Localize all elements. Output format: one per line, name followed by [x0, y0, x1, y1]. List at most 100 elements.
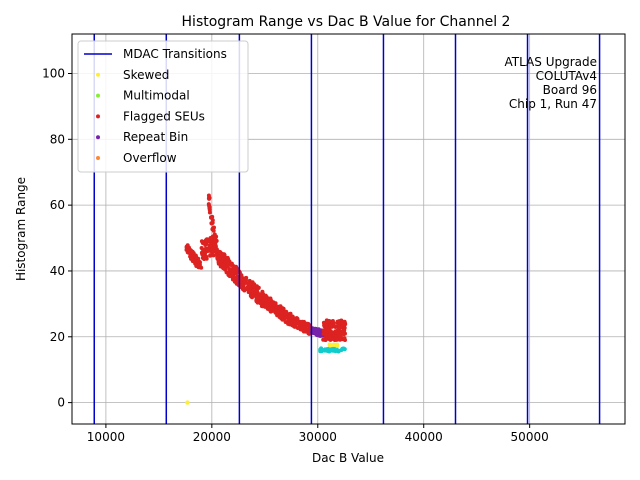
scatter-point: [336, 322, 341, 327]
scatter-point: [277, 315, 282, 319]
legend-entry-label: Repeat Bin: [123, 130, 188, 144]
scatter-point: [252, 284, 256, 289]
scatter-point: [254, 295, 259, 300]
scatter-point: [229, 263, 234, 267]
annotation-line: ATLAS Upgrade: [504, 55, 597, 69]
plot-frame: [71, 33, 626, 425]
scatter-point: [267, 302, 272, 307]
scatter-point: [225, 260, 230, 265]
scatter-point: [290, 314, 295, 319]
scatter-point: [263, 293, 268, 298]
scatter-point: [208, 244, 213, 249]
x-tick-label: 20000: [193, 430, 231, 444]
y-tick-label: 0: [57, 396, 65, 410]
legend-entry-label: Overflow: [123, 151, 177, 165]
scatter-point: [203, 242, 208, 246]
scatter-point: [267, 297, 272, 301]
scatter-point: [212, 239, 217, 244]
y-tick-label: 80: [50, 132, 65, 146]
scatter-point: [329, 330, 334, 335]
scatter-point: [323, 338, 328, 342]
scatter-point: [334, 337, 339, 342]
scatter-point: [242, 278, 247, 283]
scatter-point: [298, 327, 303, 332]
scatter-point: [323, 332, 328, 336]
scatter-point: [273, 307, 278, 312]
scatter-point: [332, 342, 336, 347]
x-axis-ticks: 10000 20000 30000 40000 50000: [87, 424, 549, 444]
scatter-point: [225, 255, 230, 260]
scatter-point: [303, 327, 308, 331]
legend-marker-swatch: [96, 72, 100, 77]
scatter-point: [184, 247, 189, 252]
x-tick-label: 50000: [511, 430, 549, 444]
scatter-point: [264, 304, 269, 309]
scatter-point: [323, 347, 328, 352]
scatter-point: [206, 193, 211, 198]
scatter-point: [185, 243, 190, 248]
scatter-point: [284, 309, 289, 314]
scatter-point: [318, 349, 323, 354]
scatter-point: [326, 328, 331, 333]
scatter-point: [199, 265, 204, 270]
scatter-point: [212, 235, 217, 240]
scatter-point: [211, 228, 216, 233]
scatter-point: [267, 307, 272, 311]
scatter-point: [317, 328, 321, 333]
scatter-point: [342, 328, 347, 333]
scatter-point: [189, 256, 193, 261]
scatter-point: [194, 263, 199, 267]
scatter-point: [248, 281, 253, 286]
scatter-point: [203, 253, 207, 258]
scatter-point: [333, 324, 338, 329]
x-tick-label: 30000: [299, 430, 337, 444]
scatter-point: [313, 327, 318, 331]
scatter-point: [342, 336, 347, 341]
scatter-point: [336, 332, 341, 337]
scatter-point: [292, 320, 297, 325]
scatter-point: [199, 239, 204, 244]
scatter-point: [304, 321, 309, 326]
scatter-point: [329, 335, 334, 340]
scatter-point: [230, 273, 235, 278]
scatter-point: [207, 210, 212, 215]
annotation-line: Board 96: [543, 83, 597, 97]
scatter-point: [222, 266, 227, 271]
legend-marker-swatch: [96, 93, 100, 98]
chart-title: Histogram Range vs Dac B Value for Chann…: [182, 14, 511, 30]
scatter-point: [194, 254, 199, 259]
scatter-point: [189, 250, 194, 255]
scatter-point: [341, 346, 346, 351]
scatter-point: [335, 342, 340, 347]
annotation-line: Chip 1, Run 47: [509, 97, 597, 111]
scatter-point: [225, 263, 229, 268]
y-tick-label: 60: [50, 198, 65, 212]
scatter-point: [226, 273, 231, 278]
scatter-point: [258, 296, 263, 301]
scatter-point: [327, 343, 332, 348]
scatter-point: [209, 215, 213, 220]
scatter-point: [194, 259, 199, 264]
scatter-point: [331, 320, 335, 325]
legend: MDAC Transitions Skewed Multimodal Flagged …: [77, 40, 249, 173]
scatter-point: [185, 400, 190, 405]
x-tick-label: 10000: [87, 430, 125, 444]
y-tick-label: 40: [50, 264, 65, 278]
scatter-point: [337, 319, 342, 324]
scatter-point: [199, 246, 204, 250]
scatter-point: [293, 323, 298, 328]
scatter-point: [295, 316, 300, 321]
scatter-point: [300, 319, 305, 324]
scatter-point: [230, 277, 235, 282]
scatter-point: [286, 321, 291, 326]
scatter-point: [208, 253, 213, 258]
scatter-point: [321, 328, 326, 333]
scatter-point: [342, 321, 347, 326]
scatter-point: [327, 346, 332, 351]
y-tick-label: 100: [42, 66, 65, 80]
scatter-point: [262, 298, 267, 303]
y-tick-label: 20: [50, 330, 65, 344]
legend-box: [77, 40, 249, 173]
